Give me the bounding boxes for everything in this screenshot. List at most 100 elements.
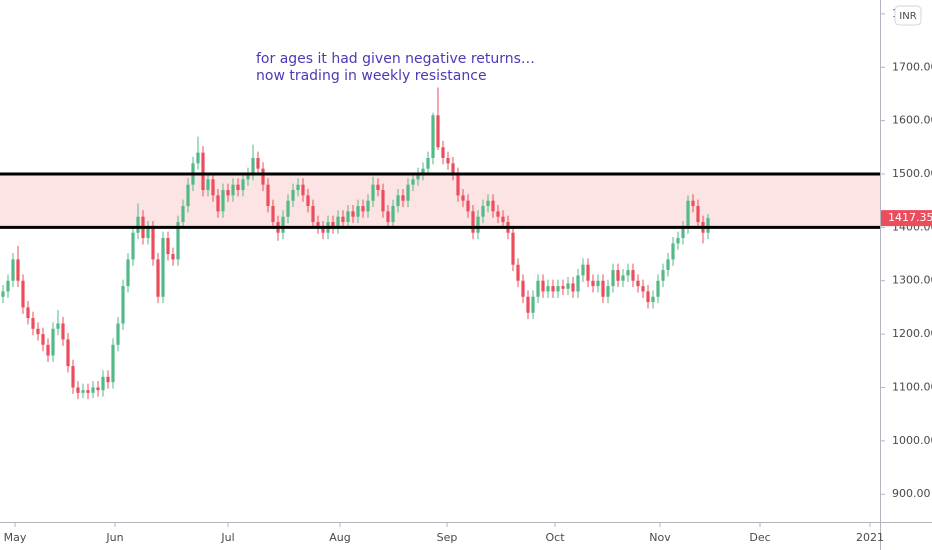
candle-body xyxy=(556,286,560,292)
candle-body xyxy=(261,168,265,185)
candle-body xyxy=(661,270,665,281)
x-tick-label: Jul xyxy=(220,531,234,544)
candle-body xyxy=(536,280,540,297)
candle-body xyxy=(331,222,335,228)
x-tick-label: Dec xyxy=(749,531,770,544)
candle-body xyxy=(241,179,245,191)
candle-body xyxy=(201,152,205,191)
candle-body xyxy=(221,190,225,212)
candle-body xyxy=(196,152,200,164)
candle-body xyxy=(236,184,240,191)
candle-body xyxy=(431,115,435,158)
x-tick-label: Sep xyxy=(437,531,458,544)
annotation: for ages it had given negative returns… xyxy=(256,51,535,67)
candle-body xyxy=(686,200,690,228)
candle-body xyxy=(6,280,10,292)
candle-body xyxy=(61,323,65,340)
candle-body xyxy=(126,259,130,287)
candle-body xyxy=(576,275,580,292)
candle-body xyxy=(336,216,340,228)
candle-body xyxy=(516,264,520,281)
candle-body xyxy=(296,184,300,191)
candle-body xyxy=(426,157,430,169)
candle-body xyxy=(86,390,90,393)
candle-body xyxy=(461,195,465,201)
x-tick-label: Nov xyxy=(649,531,671,544)
candle-body xyxy=(26,307,30,319)
candle-body xyxy=(601,280,605,297)
candle-body xyxy=(446,157,450,164)
candle-body xyxy=(111,344,115,383)
y-tick-label: 1700.00 xyxy=(892,60,932,73)
annotation: now trading in weekly resistance xyxy=(256,68,487,84)
candle-body xyxy=(21,280,25,308)
candle-body xyxy=(206,179,210,191)
candle-body xyxy=(11,259,15,281)
candle-body xyxy=(46,344,50,356)
candle-body xyxy=(681,227,685,239)
candle-body xyxy=(71,366,75,388)
candle-body xyxy=(531,296,535,313)
candle-body xyxy=(466,200,470,212)
candle-body xyxy=(171,254,175,260)
y-tick-label: 900.00 xyxy=(892,487,931,500)
candle-body xyxy=(1,291,5,297)
candle-body xyxy=(496,211,500,217)
candle-body xyxy=(421,168,425,174)
y-tick-label: 1100.00 xyxy=(892,380,932,393)
candle-body xyxy=(121,286,125,324)
candle-body xyxy=(526,296,530,313)
candle-body xyxy=(301,184,305,196)
x-tick-label: Oct xyxy=(545,531,565,544)
candle-body xyxy=(186,184,190,207)
candle-body xyxy=(511,232,515,265)
candle-body xyxy=(341,216,345,223)
candle-body xyxy=(181,206,185,223)
candle-body xyxy=(56,323,60,329)
candle-body xyxy=(486,200,490,207)
candle-body xyxy=(246,174,250,180)
candle-body xyxy=(281,216,285,233)
candle-body xyxy=(116,323,120,345)
candle-body xyxy=(451,163,455,174)
candle-body xyxy=(316,222,320,228)
candle-body xyxy=(441,147,445,158)
candle-body xyxy=(381,190,385,212)
candle-body xyxy=(306,195,310,207)
candle-body xyxy=(81,390,85,393)
candle-body xyxy=(176,222,180,260)
candle-body xyxy=(406,184,410,201)
candle-body xyxy=(211,179,215,196)
candle-body xyxy=(586,264,590,281)
currency-badge[interactable] xyxy=(894,5,922,26)
y-tick-label: 1600.00 xyxy=(892,114,932,127)
plot-area xyxy=(0,87,880,400)
candle-body xyxy=(266,184,270,207)
candle-body xyxy=(651,296,655,303)
candle-body xyxy=(501,216,505,223)
candle-body xyxy=(666,259,670,271)
y-tick-label: 1300.00 xyxy=(892,274,932,287)
candle-body xyxy=(311,206,315,223)
candle-body xyxy=(286,200,290,217)
currency[interactable]: INR xyxy=(899,11,916,22)
candle-body xyxy=(291,190,295,201)
candle-body xyxy=(671,243,675,260)
candle-body xyxy=(641,286,645,292)
x-tick-label: May xyxy=(4,531,27,544)
candle-body xyxy=(66,339,70,367)
last-price-label: 1417.35 xyxy=(888,211,932,224)
candle-body xyxy=(351,211,355,217)
candle-body xyxy=(631,270,635,281)
candle-body xyxy=(166,238,170,255)
candle-body xyxy=(41,334,45,345)
candle-body xyxy=(91,387,95,393)
y-tick-label: 1000.00 xyxy=(892,434,932,447)
candle-body xyxy=(346,211,350,223)
candle-body xyxy=(321,227,325,233)
candle-body xyxy=(136,216,140,233)
candle-body xyxy=(476,216,480,233)
candle-body xyxy=(51,328,55,356)
